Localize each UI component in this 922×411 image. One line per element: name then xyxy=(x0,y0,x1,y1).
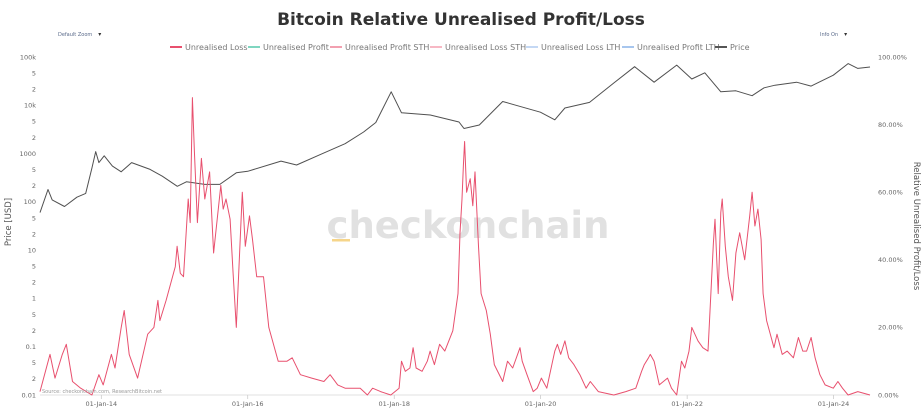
y-left-tick-label: 2 xyxy=(32,230,36,238)
y-left-tick-label: 10k xyxy=(24,102,36,110)
left-axis-ticks: 100k 5 2 10k 5 2 1000 5 2 100 5 2 10 5 2 1 5 2 0.1 5 2 0.01 xyxy=(19,53,36,399)
y-left-tick-label: 2 xyxy=(32,279,36,287)
x-tick-label: 01-Jan-22 xyxy=(671,400,703,408)
y-axis-right-label: Relative Unrealised Profit/Loss xyxy=(911,162,921,291)
legend-item-label: Price xyxy=(730,43,750,52)
legend-item-label: Unrealised Profit xyxy=(263,43,329,52)
info-dropdown-label: Info On xyxy=(820,32,839,38)
y-left-tick-label: 5 xyxy=(32,359,36,367)
legend-item-label: Unrealised Loss STH xyxy=(445,43,526,52)
y-left-tick-label: 5 xyxy=(32,166,36,174)
chart-title: Bitcoin Relative Unrealised Profit/Loss xyxy=(277,10,645,30)
chevron-down-icon: ▾ xyxy=(844,31,848,38)
y-left-tick-label: 1 xyxy=(32,295,36,303)
y-left-tick-label: 5 xyxy=(32,263,36,271)
legend-item-label: Unrealised Loss xyxy=(185,43,248,52)
series-layer xyxy=(39,63,871,396)
zoom-dropdown-label: Default Zoom xyxy=(58,32,93,38)
y-left-tick-label: 0.01 xyxy=(22,391,36,399)
y-right-tick-label: 20.00% xyxy=(878,324,903,332)
x-tick-label: 01-Jan-14 xyxy=(86,400,118,408)
x-tick-label: 01-Jan-24 xyxy=(818,400,850,408)
legend-item-label: Unrealised Profit LTH xyxy=(637,43,720,52)
x-tick-label: 01-Jan-18 xyxy=(378,400,410,408)
y-right-tick-label: 80.00% xyxy=(878,121,903,129)
zoom-dropdown[interactable]: Default Zoom ▾ xyxy=(58,31,101,38)
watermark-accent xyxy=(332,239,350,242)
y-axis-left-label: Price [USD] xyxy=(4,198,14,246)
y-right-tick-label: 0.00% xyxy=(878,391,899,399)
y-left-tick-label: 5 xyxy=(32,214,36,222)
y-right-tick-label: 60.00% xyxy=(878,189,903,197)
y-left-tick-label: 2 xyxy=(32,182,36,190)
source-note: Source: checkonchain.com, ResearchBitcoi… xyxy=(42,389,162,395)
y-left-tick-label: 2 xyxy=(32,375,36,383)
legend: Unrealised Loss Unrealised Profit Unrealis… xyxy=(170,43,750,52)
y-left-tick-label: 10 xyxy=(28,246,36,254)
info-dropdown[interactable]: Info On ▾ xyxy=(820,31,847,38)
x-tick-label: 01-Jan-20 xyxy=(525,400,557,408)
x-tick-label: 01-Jan-16 xyxy=(232,400,264,408)
y-right-tick-label: 40.00% xyxy=(878,256,903,264)
chevron-down-icon: ▾ xyxy=(98,31,102,38)
x-axis-ticks: 01-Jan-14 01-Jan-16 01-Jan-18 01-Jan-20 01-J… xyxy=(86,395,850,408)
y-left-tick-label: 5 xyxy=(32,118,36,126)
right-axis-ticks: 100.00% 80.00% 60.00% 40.00% 20.00% 0.00% xyxy=(878,53,907,399)
y-left-tick-label: 0.1 xyxy=(26,343,36,351)
y-left-tick-label: 5 xyxy=(32,311,36,319)
legend-item-label: Unrealised Profit STH xyxy=(345,43,429,52)
watermark: checkonchain xyxy=(327,204,610,247)
price-line xyxy=(39,63,871,213)
y-left-tick-label: 2 xyxy=(32,134,36,142)
y-left-tick-label: 100 xyxy=(24,198,36,206)
y-left-tick-label: 5 xyxy=(32,69,36,77)
y-left-tick-label: 100k xyxy=(20,53,36,61)
y-right-tick-label: 100.00% xyxy=(878,53,907,61)
unrealised-loss-line xyxy=(39,97,871,396)
legend-item-label: Unrealised Loss LTH xyxy=(541,43,620,52)
y-left-tick-label: 2 xyxy=(32,327,36,335)
y-left-tick-label: 2 xyxy=(32,85,36,93)
y-left-tick-label: 1000 xyxy=(19,150,36,158)
